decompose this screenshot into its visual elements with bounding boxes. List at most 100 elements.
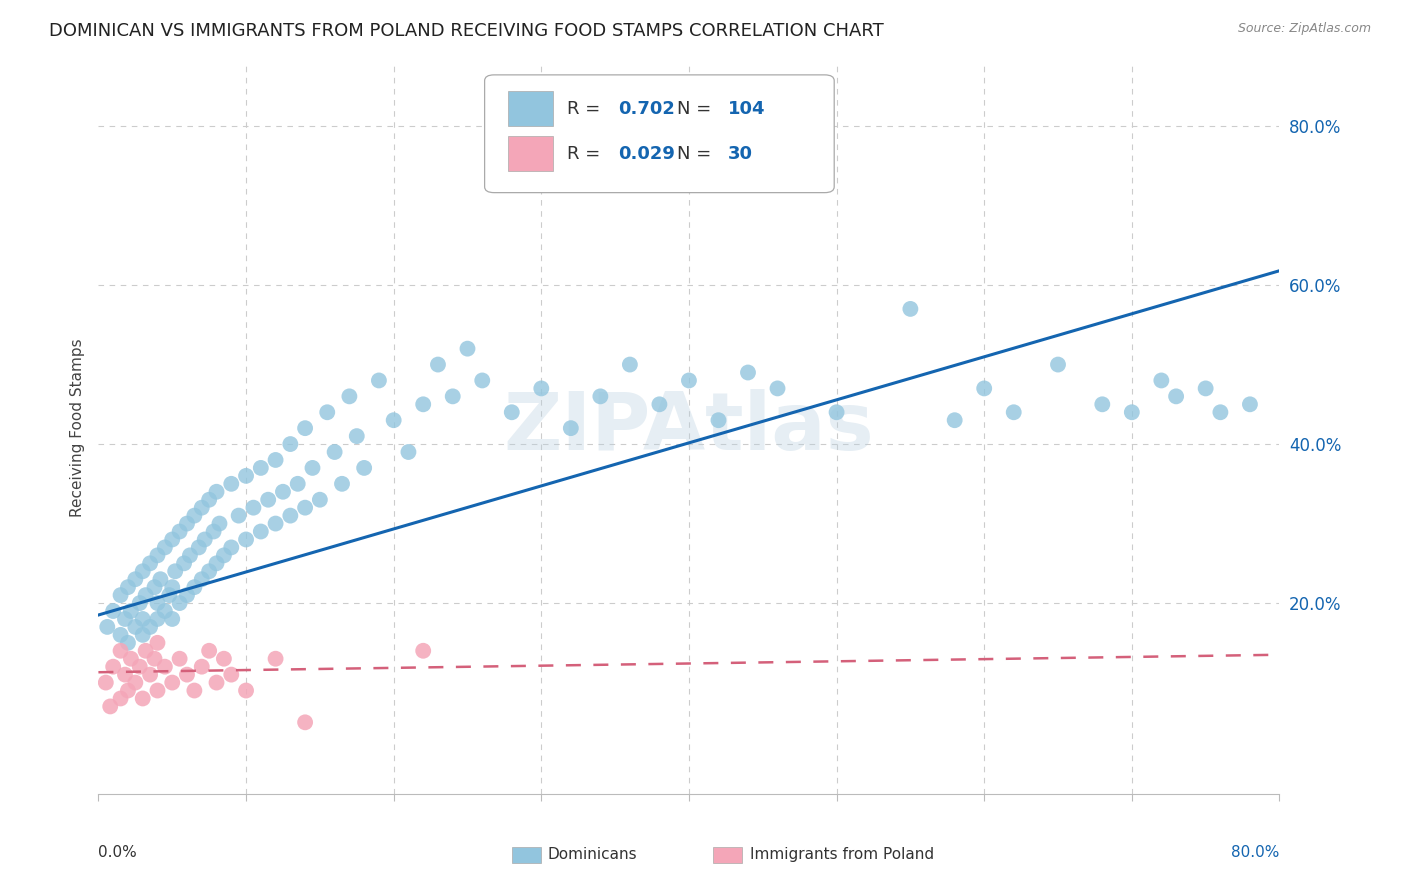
Point [1195,381,1218,395]
Point [143,651,166,665]
Point [412,644,434,658]
Point [301,461,323,475]
Point [153,659,176,673]
Point [208,516,231,531]
Point [103,604,125,618]
Bar [508,136,553,171]
Point [589,389,612,403]
Point [280,508,302,523]
Point [501,405,523,419]
Point [149,572,172,586]
Point [346,429,368,443]
Text: 30: 30 [728,145,754,163]
Text: N =: N = [678,145,717,163]
Point [110,628,132,642]
Point [560,421,582,435]
Point [117,683,139,698]
Point [132,612,155,626]
Point [120,651,142,665]
Point [235,468,257,483]
Point [212,651,235,665]
Text: Immigrants from Poland: Immigrants from Poland [751,847,935,862]
Text: 80.0%: 80.0% [1232,845,1279,860]
Point [202,524,225,539]
Point [353,461,375,475]
Point [1166,389,1188,403]
Point [110,644,132,658]
Point [943,413,966,427]
Bar [512,847,541,863]
Point [146,549,169,563]
Point [257,492,280,507]
Point [250,524,273,539]
Point [183,508,205,523]
Point [1209,405,1232,419]
Point [825,405,848,419]
Point [124,675,146,690]
Text: Source: ZipAtlas.com: Source: ZipAtlas.com [1237,22,1371,36]
FancyBboxPatch shape [485,75,834,193]
Point [114,612,136,626]
Point [183,580,205,594]
Point [179,549,201,563]
Text: Dominicans: Dominicans [547,847,637,862]
Point [176,588,198,602]
Point [146,596,169,610]
Point [110,691,132,706]
Point [441,389,464,403]
Point [176,667,198,681]
Text: R =: R = [567,100,606,118]
Point [427,358,450,372]
Point [900,301,922,316]
Point [124,572,146,586]
Point [191,572,214,586]
Point [139,620,162,634]
Point [287,476,309,491]
Point [124,620,146,634]
Point [530,381,553,395]
Point [205,484,228,499]
Point [648,397,671,411]
Text: R =: R = [567,145,606,163]
Point [103,659,125,673]
Point [264,453,287,467]
Point [132,564,155,578]
Point [114,667,136,681]
Point [110,588,132,602]
Point [264,516,287,531]
Text: ZIPAtlas: ZIPAtlas [503,389,875,467]
Point [173,557,195,571]
Point [323,445,346,459]
Point [264,651,287,665]
Point [242,500,264,515]
Point [1150,374,1173,388]
Point [198,644,221,658]
Point [221,476,243,491]
Point [1002,405,1025,419]
Point [737,366,759,380]
Point [198,492,221,507]
Point [135,644,157,658]
Point [157,588,180,602]
Point [132,628,155,642]
Text: 0.702: 0.702 [619,100,675,118]
Point [169,596,191,610]
Point [139,667,162,681]
Bar [713,847,742,863]
Point [117,580,139,594]
Point [183,683,205,698]
Point [96,620,118,634]
Point [205,557,228,571]
Point [221,667,243,681]
Point [205,675,228,690]
Point [235,533,257,547]
Point [135,588,157,602]
Point [187,541,209,555]
Point [412,397,434,411]
Text: DOMINICAN VS IMMIGRANTS FROM POLAND RECEIVING FOOD STAMPS CORRELATION CHART: DOMINICAN VS IMMIGRANTS FROM POLAND RECE… [49,22,884,40]
Point [169,651,191,665]
Point [143,580,166,594]
Point [766,381,789,395]
Point [146,612,169,626]
Point [146,683,169,698]
